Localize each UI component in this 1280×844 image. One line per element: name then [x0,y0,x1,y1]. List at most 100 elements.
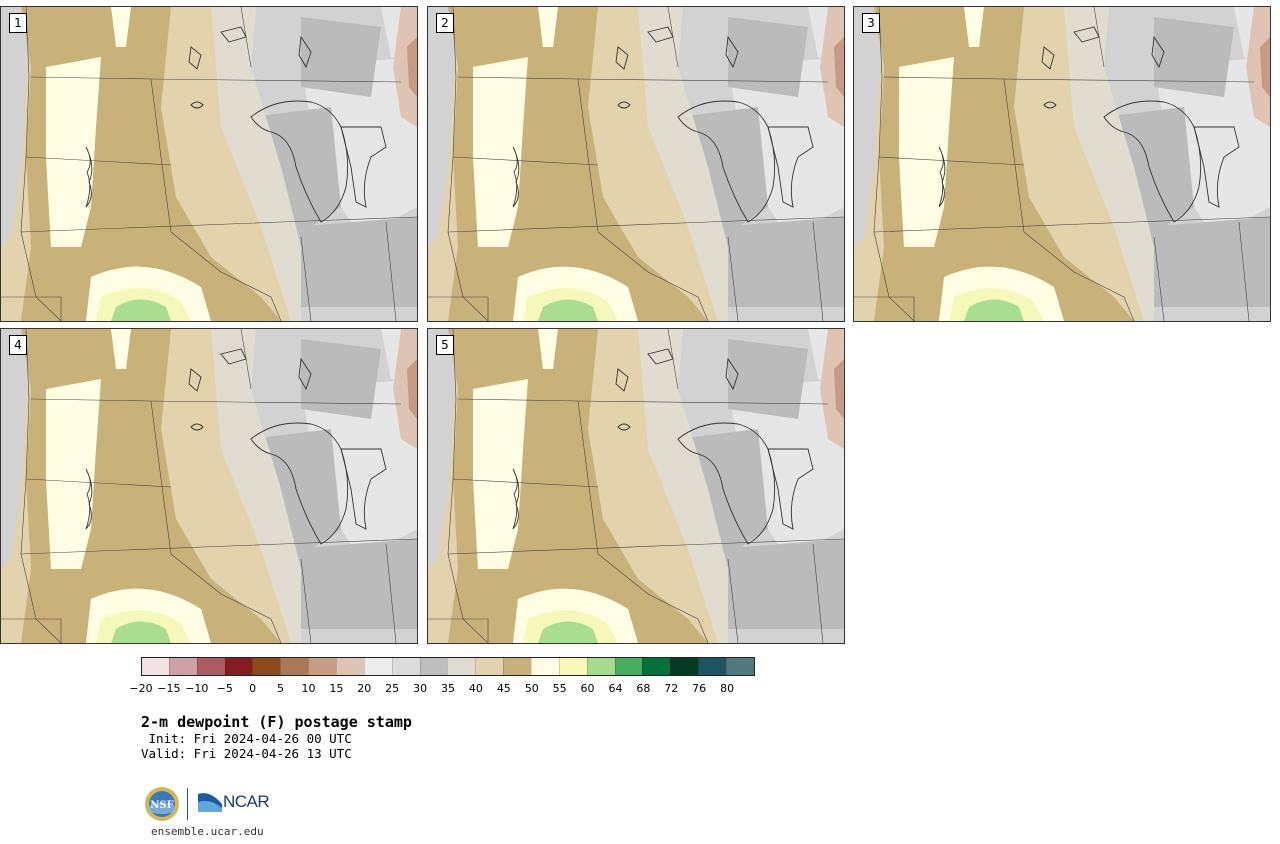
colorbar-swatch [196,658,225,675]
dewpoint-map [428,7,844,321]
state-border [577,78,599,233]
dewpoint-region [728,57,844,237]
map-panel-1: 1 [0,6,418,322]
state-border [1,296,62,321]
dewpoint-region [538,329,558,369]
colorbar-tick-label: −5 [216,682,233,695]
colorbar-tick-label: 50 [524,682,539,695]
colorbar-tick-label: 20 [357,682,372,695]
colorbar-tick-label: 55 [552,682,567,695]
panel-number: 1 [9,13,27,33]
dewpoint-region [834,37,844,97]
dewpoint-region [301,339,381,419]
dewpoint-region [301,17,381,97]
coastline [512,146,520,208]
coastline [85,146,93,208]
dewpoint-region [1144,217,1270,307]
state-border [597,231,709,321]
state-border [170,553,282,643]
state-border [150,78,172,233]
state-border [854,296,915,321]
coastline [298,357,312,391]
colorbar-tick-label: 45 [496,682,511,695]
ncar-mark-icon [198,793,222,812]
state-border [150,400,172,555]
state-border [25,478,172,488]
state-border [878,156,1025,166]
colorbar-tick-label: 15 [329,682,344,695]
colorbar-swatch [586,658,615,675]
state-border [300,236,312,321]
coastline [250,422,349,545]
state-border [812,221,824,321]
state-border [428,296,489,321]
coastline [340,126,387,208]
dewpoint-map [854,7,1270,321]
coastline [190,423,204,431]
colorbar-swatch [642,658,671,675]
coastline [1103,100,1202,223]
state-border [577,400,599,555]
state-border [727,558,739,643]
dewpoint-region [728,17,808,97]
ncar-logo-text: NCAR [223,792,270,811]
state-border [20,329,62,643]
panel-number: 4 [9,335,27,355]
colorbar-tick-label: 10 [301,682,316,695]
dewpoint-region [718,217,844,307]
dewpoint-region [393,7,417,127]
nsf-logo: NSF [145,787,179,821]
state-border [667,7,679,68]
coastline [340,448,387,530]
state-border [447,7,489,321]
dewpoint-region [718,539,844,629]
colorbar-tick-label: 72 [664,682,679,695]
colorbar-swatch [336,658,364,675]
colorbar-swatch [614,658,643,675]
dewpoint-region [1,7,31,247]
colorbar-swatch [252,658,281,675]
map-panel-3: 3 [853,6,1271,322]
dewpoint-region [301,379,417,559]
colorbar-tick-label: 5 [277,682,285,695]
dewpoint-region [899,57,954,247]
dewpoint-region [964,299,1024,321]
logo-separator [187,788,188,820]
state-border [597,553,709,643]
state-border [240,7,252,68]
state-border [300,558,312,643]
dewpoint-region [1154,17,1234,97]
state-border [452,156,599,166]
dewpoint-map [428,329,844,643]
colorbar-tick-label: 60 [580,682,595,695]
coastline [767,126,814,208]
state-border [428,618,489,643]
map-panel-5: 5 [427,328,845,644]
site-url: ensemble.ucar.edu [151,825,264,838]
state-border [873,7,915,321]
colorbar-swatch [391,658,420,675]
colorbar-tick-label: 76 [692,682,707,695]
state-border [447,329,489,643]
state-border [1023,231,1135,321]
colorbar-swatch [168,658,197,675]
dewpoint-region [393,329,417,449]
dewpoint-region [473,379,528,569]
colorbar-tick-label: 64 [608,682,623,695]
dewpoint-region [111,621,171,643]
coastline [615,368,629,392]
coastline [767,448,814,530]
nsf-logo-text: NSF [150,800,173,811]
dewpoint-region [407,359,417,419]
colorbar-swatch [447,658,476,675]
state-border [1,618,62,643]
panel-number: 3 [862,13,880,33]
dewpoint-region [473,57,528,247]
coastline [725,357,739,391]
coastline [188,46,202,70]
panel-number: 5 [436,335,454,355]
dewpoint-region [46,379,101,569]
state-border [1093,7,1105,68]
dewpoint-region [428,7,458,247]
colorbar-tick-label: 80 [720,682,735,695]
